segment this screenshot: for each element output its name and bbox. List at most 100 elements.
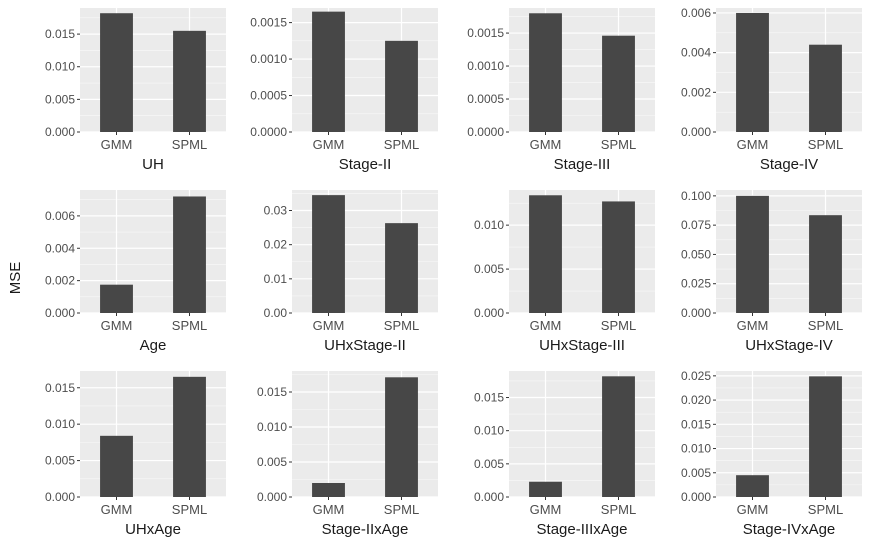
bar-gmm [312, 195, 345, 313]
y-tick-label: 0.0000 [467, 125, 504, 139]
y-tick-label: 0.0010 [467, 59, 504, 73]
y-tick-label: 0.00 [264, 306, 288, 320]
bar-gmm [100, 284, 133, 313]
y-tick-label: 0.005 [257, 455, 287, 469]
y-tick-label: 0.010 [45, 60, 75, 74]
y-tick-label: 0.075 [681, 218, 711, 232]
y-tick-label: 0.0005 [250, 89, 287, 103]
panel-8: 0.000 0.025 0.050 0.075 0.100 GMM SPML UHxStage… [681, 189, 862, 354]
y-tick-label: 0.015 [681, 417, 711, 431]
panel-12: 0.000 0.005 0.010 0.015 0.020 0.025 GMM SPML Sta… [681, 369, 862, 538]
bar-spml [173, 196, 206, 313]
panel-title: Stage-IIIxAge [537, 521, 628, 538]
y-tick-label: 0.000 [681, 490, 711, 504]
panel-title: Stage-IV [760, 156, 818, 173]
panel-title: Stage-II [339, 156, 392, 173]
panel-title: UHxStage-IV [745, 337, 833, 354]
y-tick-label: 0.015 [45, 27, 75, 41]
y-tick-label: 0.0005 [467, 92, 504, 106]
y-tick-label: 0.010 [257, 420, 287, 434]
bar-gmm [312, 483, 345, 497]
x-category-label: SPML [808, 502, 843, 517]
bar-gmm [736, 475, 769, 497]
panel-9: 0.000 0.005 0.010 0.015 GMM SPML UHxAge [45, 371, 226, 538]
x-category-label: GMM [737, 137, 769, 152]
y-tick-label: 0.000 [681, 125, 711, 139]
panel-7: 0.000 0.005 0.010 GMM SPML UHxStage-III [474, 190, 655, 354]
y-tick-label: 0.01 [264, 272, 288, 286]
x-category-label: GMM [530, 137, 562, 152]
y-tick-label: 0.005 [45, 454, 75, 468]
x-category-label: GMM [313, 318, 345, 333]
y-tick-label: 0.0000 [250, 125, 287, 139]
x-category-label: SPML [808, 137, 843, 152]
bar-gmm [736, 195, 769, 313]
bar-spml [173, 376, 206, 497]
y-tick-label: 0.005 [474, 262, 504, 276]
x-category-label: SPML [601, 318, 636, 333]
x-category-label: SPML [384, 318, 419, 333]
bar-spml [173, 30, 206, 133]
panel-title: UHxStage-II [324, 337, 406, 354]
y-tick-label: 0.004 [45, 241, 75, 255]
bar-spml [602, 35, 635, 132]
x-category-label: GMM [101, 502, 133, 517]
panel-2: 0.0000 0.0005 0.0010 0.0015 GMM SPML Stage-II [250, 8, 438, 173]
y-tick-label: 0.002 [45, 274, 75, 288]
y-tick-label: 0.0015 [250, 16, 287, 30]
bar-gmm [529, 481, 562, 497]
y-tick-label: 0.020 [681, 393, 711, 407]
y-tick-label: 0.02 [264, 238, 288, 252]
y-tick-label: 0.0010 [250, 52, 287, 66]
x-category-label: GMM [313, 502, 345, 517]
panel-title: UHxAge [125, 521, 181, 538]
panel-10: 0.000 0.005 0.010 0.015 GMM SPML Stage-IIxAge [257, 371, 438, 538]
y-tick-label: 0.000 [257, 490, 287, 504]
y-tick-label: 0.015 [474, 391, 504, 405]
panel-1: 0.000 0.005 0.010 0.015 GMM SPML UH [45, 8, 226, 173]
x-category-label: GMM [313, 137, 345, 152]
y-tick-label: 0.000 [474, 490, 504, 504]
x-category-label: GMM [737, 318, 769, 333]
x-category-label: SPML [808, 318, 843, 333]
y-tick-label: 0.010 [45, 417, 75, 431]
bar-gmm [529, 195, 562, 313]
bar-spml [385, 40, 418, 132]
x-category-label: SPML [384, 502, 419, 517]
bar-spml [385, 377, 418, 497]
y-tick-label: 0.0015 [467, 26, 504, 40]
x-category-label: GMM [737, 502, 769, 517]
bar-gmm [736, 12, 769, 133]
y-tick-label: 0.025 [681, 277, 711, 291]
y-tick-label: 0.005 [681, 466, 711, 480]
x-category-label: SPML [601, 137, 636, 152]
x-category-label: SPML [601, 502, 636, 517]
y-tick-label: 0.000 [474, 306, 504, 320]
bar-spml [809, 215, 842, 313]
y-tick-label: 0.006 [45, 209, 75, 223]
x-category-label: SPML [172, 137, 207, 152]
y-tick-label: 0.010 [681, 442, 711, 456]
panel-title: UHxStage-III [539, 337, 625, 354]
panel-title: Age [140, 337, 167, 354]
y-tick-label: 0.005 [474, 457, 504, 471]
y-tick-label: 0.005 [45, 92, 75, 106]
bar-gmm [529, 13, 562, 132]
y-tick-label: 0.010 [474, 218, 504, 232]
y-tick-label: 0.006 [681, 6, 711, 20]
panel-title: Stage-IVxAge [743, 521, 836, 538]
bar-spml [602, 201, 635, 313]
panel-6: 0.00 0.01 0.02 0.03 GMM SPML UHxStage-II [264, 190, 438, 354]
bar-gmm [100, 13, 133, 132]
panel-4: 0.000 0.002 0.004 0.006 GMM SPML Stage-IV [681, 6, 862, 173]
y-tick-label: 0.010 [474, 424, 504, 438]
y-tick-label: 0.050 [681, 247, 711, 261]
bar-gmm [100, 435, 133, 497]
panel-title: Stage-IIxAge [322, 521, 409, 538]
y-tick-label: 0.000 [45, 490, 75, 504]
y-tick-label: 0.025 [681, 369, 711, 383]
x-category-label: GMM [530, 502, 562, 517]
bar-spml [809, 44, 842, 133]
y-tick-label: 0.100 [681, 189, 711, 203]
